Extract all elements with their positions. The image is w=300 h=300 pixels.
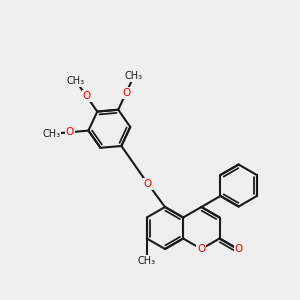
Text: CH₃: CH₃ xyxy=(138,256,156,266)
Text: O: O xyxy=(144,179,152,189)
Text: CH₃: CH₃ xyxy=(125,71,143,81)
Text: O: O xyxy=(66,127,74,137)
Text: O: O xyxy=(82,91,91,101)
Text: CH₃: CH₃ xyxy=(42,129,60,139)
Text: O: O xyxy=(235,244,243,254)
Text: O: O xyxy=(122,88,130,98)
Text: CH₃: CH₃ xyxy=(67,76,85,86)
Text: O: O xyxy=(197,244,206,254)
